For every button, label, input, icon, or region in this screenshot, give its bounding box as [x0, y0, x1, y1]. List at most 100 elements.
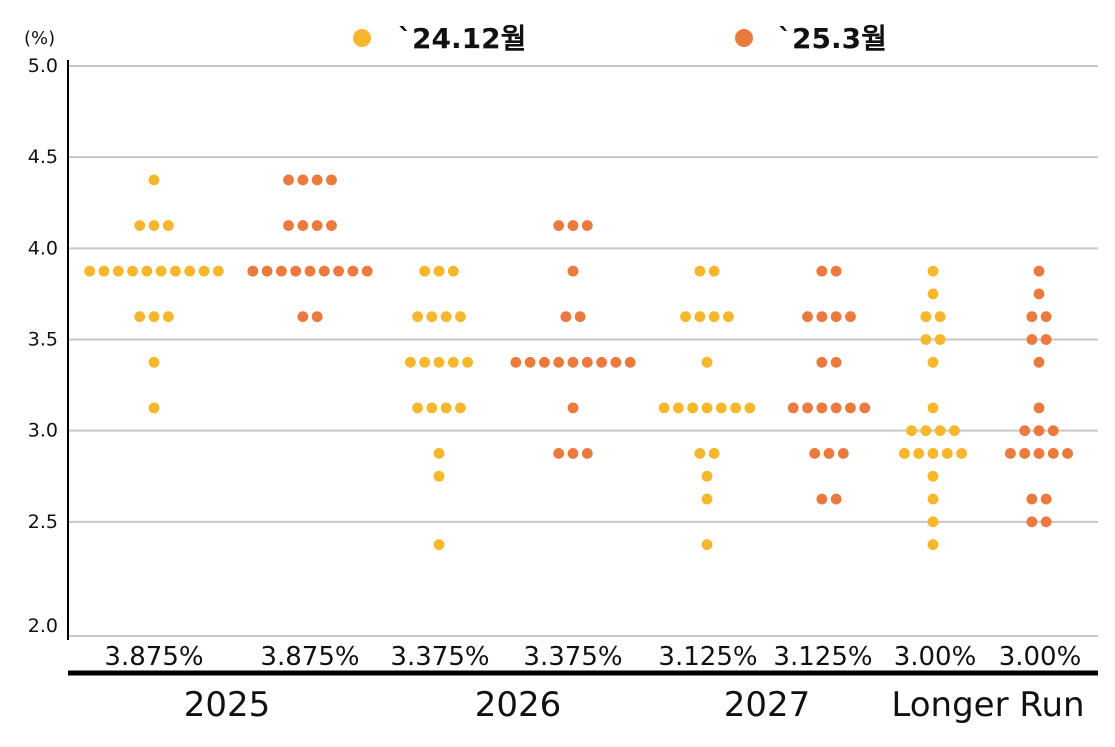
median-label: 3.375% — [523, 642, 622, 672]
y-tick-label: 3.5 — [28, 329, 58, 351]
dot — [802, 402, 813, 414]
dot — [715, 402, 727, 414]
dot — [1047, 425, 1059, 437]
dot — [455, 402, 466, 414]
dot — [1040, 334, 1052, 345]
dot — [1033, 402, 1045, 414]
category-label: 2026 — [475, 685, 562, 725]
category-label: 2027 — [724, 685, 811, 725]
dot — [447, 265, 459, 277]
dot — [98, 265, 110, 277]
dot — [419, 265, 431, 277]
median-label: 3.875% — [104, 642, 203, 672]
dot — [212, 265, 224, 277]
dot — [927, 470, 939, 482]
dot — [730, 402, 741, 414]
dot — [610, 356, 622, 368]
dot — [462, 356, 473, 368]
dot — [624, 356, 636, 368]
dot — [1026, 334, 1038, 345]
dot — [412, 402, 423, 414]
dot — [694, 311, 706, 323]
dot — [816, 311, 828, 323]
dot — [326, 220, 337, 231]
dot — [920, 425, 932, 437]
median-label: 3.00% — [999, 642, 1082, 672]
dot — [433, 265, 445, 277]
median-label: 3.125% — [658, 642, 757, 672]
dot — [830, 356, 842, 368]
dot — [433, 539, 445, 551]
dot — [1040, 516, 1052, 528]
dot — [567, 356, 579, 368]
dot — [708, 311, 720, 323]
dot — [1033, 425, 1045, 437]
dot — [816, 265, 828, 277]
dot — [247, 265, 259, 277]
dot — [290, 265, 302, 277]
dot — [949, 425, 960, 437]
dot — [553, 220, 565, 231]
dot — [920, 311, 932, 323]
legend-marker — [353, 29, 371, 47]
y-tick-label: 4.0 — [28, 237, 58, 259]
category-label: 2025 — [184, 685, 271, 725]
dot — [318, 265, 330, 277]
dot — [1033, 356, 1045, 368]
dot — [134, 311, 146, 323]
dot — [326, 174, 337, 186]
legend-marker — [735, 29, 753, 47]
dot — [927, 288, 939, 300]
dot — [906, 425, 917, 437]
dot — [311, 174, 323, 186]
dot — [956, 448, 967, 459]
dot — [1033, 265, 1045, 277]
dot — [723, 311, 734, 323]
dot — [927, 516, 939, 528]
dot — [574, 311, 586, 323]
dot — [433, 356, 445, 368]
dot — [701, 539, 713, 551]
dot — [694, 265, 706, 277]
dot — [687, 402, 699, 414]
dot — [112, 265, 124, 277]
dot — [941, 448, 953, 459]
dot — [596, 356, 607, 368]
dot — [927, 402, 939, 414]
dot — [141, 265, 153, 277]
dot — [1026, 516, 1038, 528]
legend: `24.12월 `25.3월 — [353, 22, 887, 55]
dot — [155, 265, 167, 277]
dot — [297, 220, 309, 231]
dot — [701, 356, 713, 368]
dot — [283, 220, 294, 231]
dot — [426, 311, 438, 323]
gridlines — [68, 65, 1098, 637]
dot — [1062, 448, 1073, 459]
dot — [440, 402, 452, 414]
dot — [1005, 448, 1016, 459]
dot — [261, 265, 273, 277]
dot — [426, 402, 438, 414]
median-label: 3.125% — [773, 642, 872, 672]
dot — [802, 311, 813, 323]
dot — [553, 356, 565, 368]
dot — [934, 311, 946, 323]
dot — [658, 402, 670, 414]
dot — [673, 402, 684, 414]
dot — [510, 356, 522, 368]
dot — [859, 402, 871, 414]
dot — [539, 356, 550, 368]
dot — [701, 402, 713, 414]
dot — [447, 356, 459, 368]
dot — [816, 356, 828, 368]
dot — [927, 493, 939, 505]
dot — [830, 265, 842, 277]
dot — [333, 265, 344, 277]
dot — [455, 311, 466, 323]
dot — [304, 265, 316, 277]
dot — [148, 174, 160, 186]
dot — [694, 448, 706, 459]
dot — [440, 311, 452, 323]
dot — [1026, 311, 1038, 323]
